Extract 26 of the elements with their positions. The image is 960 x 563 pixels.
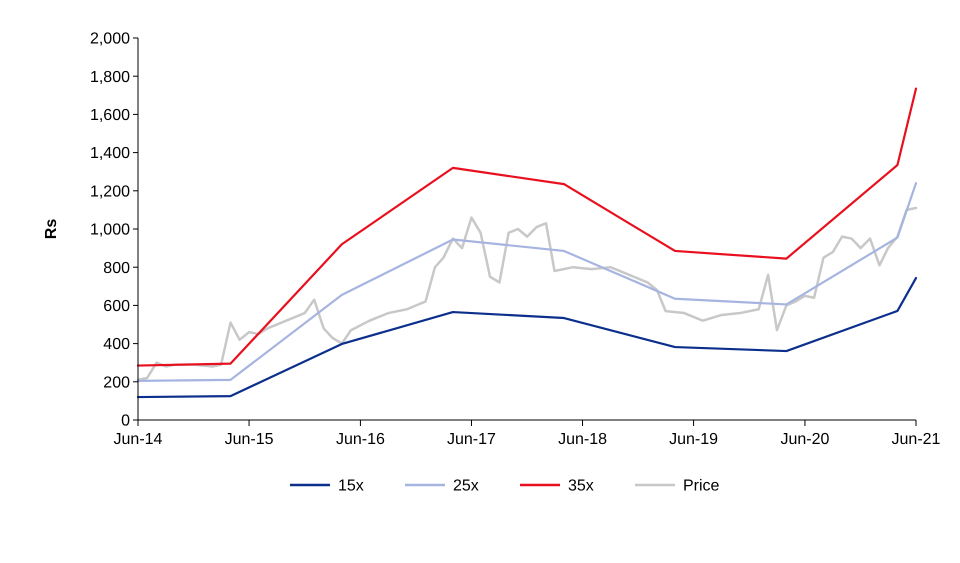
x-tick-label: Jun-19	[669, 431, 718, 448]
y-tick-label: 2,000	[90, 30, 130, 48]
legend-label: 25x	[453, 478, 479, 495]
legend-label: 15x	[338, 478, 364, 495]
legend-label: Price	[683, 478, 720, 495]
legend-label: 35x	[568, 478, 594, 495]
y-tick-label: 600	[103, 298, 130, 315]
y-tick-label: 1,000	[90, 222, 130, 239]
y-tick-label: 800	[103, 260, 130, 277]
line-series	[136, 276, 918, 398]
y-tick-label: 1,400	[90, 145, 130, 162]
x-tick-label: Jun-21	[892, 431, 941, 448]
y-tick-label: 1,600	[90, 107, 130, 124]
y-tick-label: 400	[103, 336, 130, 354]
x-tick-label: Jun-15	[224, 431, 274, 448]
x-tick-label: Jun-14	[114, 431, 163, 448]
y-tick-label: 1,800	[90, 68, 130, 86]
y-tick-label: 1,200	[90, 183, 130, 200]
y-tick-label: 200	[103, 374, 130, 392]
line-series	[136, 88, 918, 367]
y-axis-title: Rs	[43, 218, 60, 240]
x-tick-label: Jun-18	[558, 431, 608, 448]
x-tick-label: Jun-20	[780, 431, 830, 448]
y-tick-label: 0	[121, 412, 130, 430]
x-tick-label: Jun-17	[447, 431, 496, 448]
x-tick-label: Jun-16	[336, 431, 385, 448]
